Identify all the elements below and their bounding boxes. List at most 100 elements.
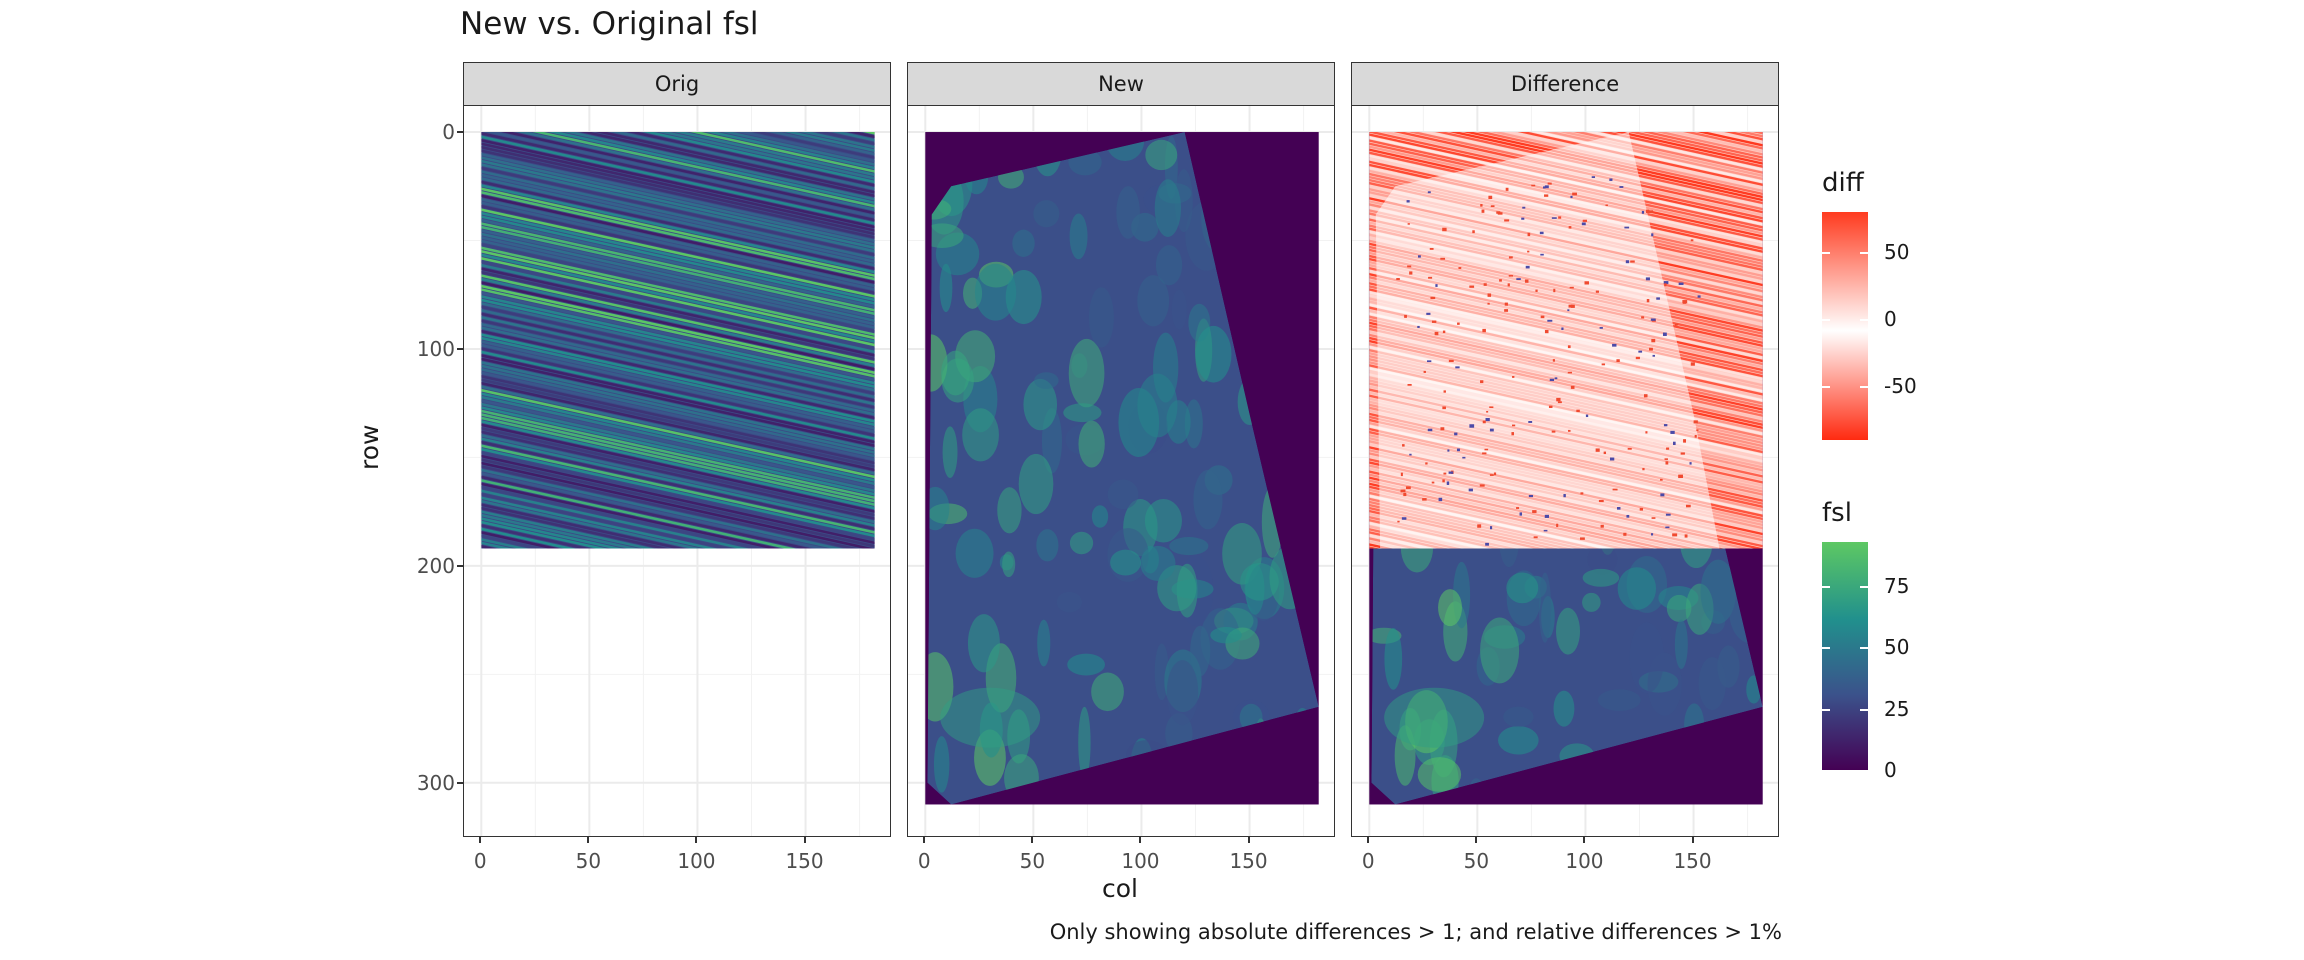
diff-speck xyxy=(1508,275,1514,277)
new-blob xyxy=(1184,399,1203,449)
diff-speck xyxy=(1489,428,1494,432)
orig-streak xyxy=(481,191,875,281)
diff-speck xyxy=(1417,325,1420,328)
new-blob xyxy=(1078,706,1091,779)
diff-speck xyxy=(1535,289,1538,292)
new-blob xyxy=(1069,213,1088,260)
x-tick-label: 150 xyxy=(785,849,824,873)
diff-speck xyxy=(1567,429,1571,432)
y-tick-mark xyxy=(457,347,463,350)
new-blob xyxy=(1068,338,1105,408)
diff-speck xyxy=(1540,315,1545,319)
y-tick-label: 200 xyxy=(416,553,455,578)
orig-streak xyxy=(674,132,875,177)
orig-streak xyxy=(481,239,875,329)
orig-streak xyxy=(626,132,875,187)
orig-streak xyxy=(481,468,844,549)
diff-speck xyxy=(1448,471,1454,474)
diff-speck xyxy=(1540,253,1544,256)
diff-blob xyxy=(1384,628,1403,690)
diff-speck xyxy=(1544,194,1549,197)
orig-streak xyxy=(481,479,797,549)
new-blob xyxy=(1091,505,1109,528)
x-tick-label: 50 xyxy=(1463,849,1490,873)
diff-speck xyxy=(1496,211,1501,214)
orig-streak xyxy=(481,288,875,378)
diff-speck xyxy=(1585,414,1589,418)
diff-speck xyxy=(1630,260,1635,263)
diff-speck xyxy=(1431,320,1437,323)
diff-speck xyxy=(1572,192,1577,196)
legend-fsl-tick-label: 50 xyxy=(1884,635,1910,660)
orig-streak xyxy=(481,312,875,402)
orig-streak xyxy=(481,402,875,493)
diff-speck xyxy=(1627,447,1632,450)
facet-strip-new: New xyxy=(907,62,1335,106)
diff-speck xyxy=(1580,492,1584,495)
x-tick-label: 100 xyxy=(1121,849,1160,873)
diff-speck xyxy=(1641,316,1645,319)
x-axis-label: col xyxy=(1102,874,1138,903)
new-blob xyxy=(1153,332,1179,403)
diff-speck xyxy=(1544,329,1549,334)
orig-streak xyxy=(481,159,875,250)
orig-streak xyxy=(481,211,875,302)
diff-speck xyxy=(1673,441,1676,445)
diff-speck xyxy=(1665,461,1669,465)
legend-diff-tick-mark xyxy=(1822,319,1830,322)
diff-speck xyxy=(1527,232,1531,237)
orig-streak xyxy=(481,413,875,503)
diff-speck xyxy=(1568,226,1572,229)
orig-streak xyxy=(481,201,875,291)
diff-speck xyxy=(1626,514,1630,518)
diff-speck xyxy=(1609,457,1615,461)
diff-speck xyxy=(1407,383,1412,386)
diff-speck xyxy=(1468,488,1473,492)
heatmap-new xyxy=(908,106,1334,836)
orig-streak xyxy=(481,555,874,644)
diff-speck xyxy=(1651,533,1654,536)
new-blob xyxy=(1193,469,1223,530)
diff-speck xyxy=(1599,327,1603,329)
x-tick-label: 50 xyxy=(1019,849,1046,873)
orig-streak xyxy=(481,135,875,225)
new-blob xyxy=(1056,591,1082,613)
orig-streak xyxy=(481,427,875,517)
new-blob xyxy=(1190,625,1211,677)
diff-speck xyxy=(1425,462,1428,465)
panel-new xyxy=(907,106,1335,837)
new-blob xyxy=(1145,139,1178,171)
orig-streak xyxy=(481,204,875,295)
diff-speck xyxy=(1511,424,1516,427)
diff-speck xyxy=(1678,282,1684,285)
caption: Only showing absolute differences > 1; a… xyxy=(1049,920,1782,944)
diff-speck xyxy=(1682,300,1688,304)
orig-streak xyxy=(481,416,875,506)
diff-speck xyxy=(1440,427,1445,431)
orig-streak xyxy=(481,173,875,264)
new-blob xyxy=(927,334,948,392)
x-tick-label: 0 xyxy=(917,849,931,873)
diff-speck xyxy=(1646,298,1650,303)
diff-speck xyxy=(1645,209,1650,214)
diff-speck xyxy=(1582,219,1588,222)
diff-speck xyxy=(1434,331,1439,336)
diff-blob xyxy=(1480,617,1520,684)
diff-speck xyxy=(1651,517,1656,519)
diff-blob xyxy=(1503,706,1534,728)
new-blob xyxy=(1155,245,1183,286)
orig-streak xyxy=(481,215,875,305)
new-blob xyxy=(1069,531,1094,555)
diff-speck xyxy=(1612,343,1617,347)
diff-overlap-region xyxy=(1375,132,1720,549)
orig-streak xyxy=(481,132,875,222)
facet-new: New xyxy=(907,62,1335,837)
diff-speck xyxy=(1665,526,1670,529)
orig-streak xyxy=(481,541,513,549)
panel-orig xyxy=(463,106,891,837)
legend-fsl-title: fsl xyxy=(1822,498,1852,528)
orig-streak xyxy=(481,291,875,382)
diff-speck xyxy=(1442,227,1447,232)
orig-streak xyxy=(481,562,874,651)
legend-fsl-tick-mark xyxy=(1860,708,1868,711)
